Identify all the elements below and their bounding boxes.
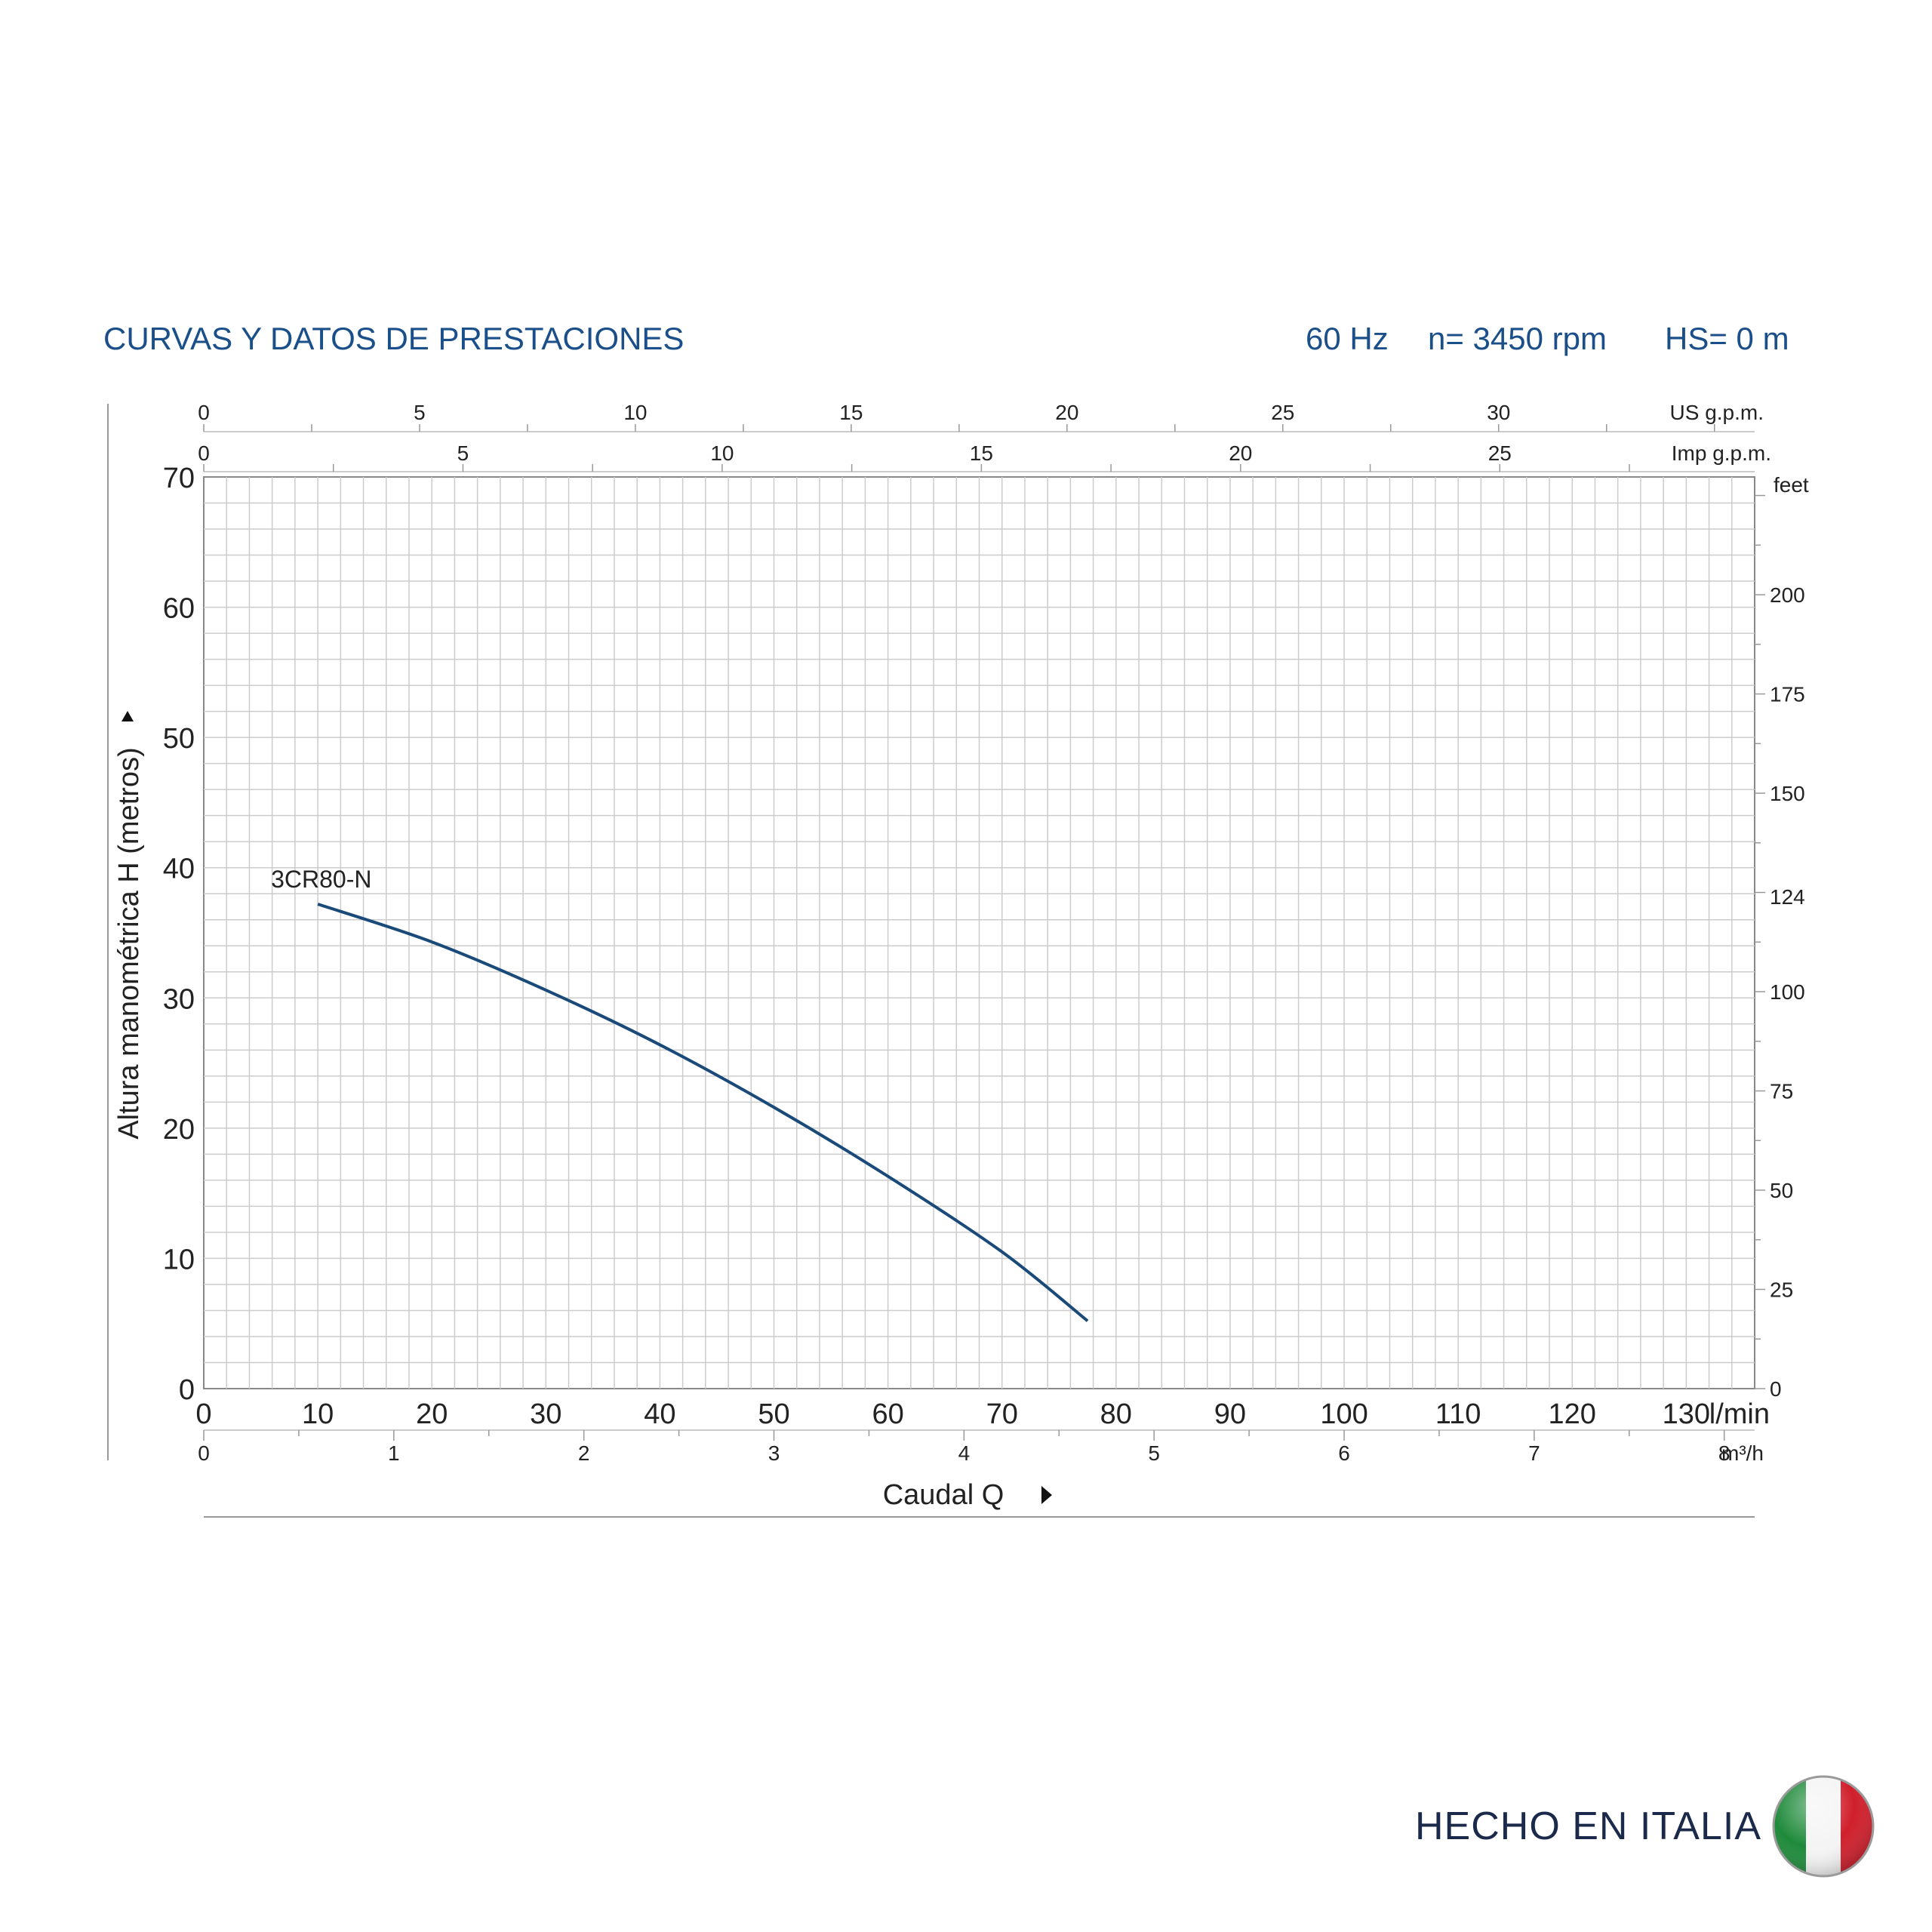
m3h-tick-label: 8 [1718, 1441, 1730, 1465]
m3h-tick-label: 2 [578, 1441, 590, 1465]
feet-tick-label: 150 [1770, 782, 1805, 805]
x-tick-label: 130 [1663, 1398, 1710, 1430]
pump-curve-3cr80-n [317, 903, 1089, 1322]
feet-tick-label: 25 [1770, 1278, 1793, 1302]
y-axis-arrow-icon [122, 711, 134, 721]
us-gpm-tick-label: 25 [1271, 401, 1294, 424]
m3h-unit-label: m³/h [1721, 1441, 1764, 1465]
us-gpm-tick-label: 5 [414, 401, 426, 424]
us-gpm-tick-label: 10 [623, 401, 647, 424]
imp-gpm-tick-label: 0 [198, 441, 210, 465]
imp-gpm-tick-label: 25 [1488, 441, 1512, 465]
y-tick-label: 20 [163, 1114, 195, 1146]
x-tick-label: 80 [1100, 1398, 1132, 1430]
feet-tick-label: 175 [1770, 683, 1805, 706]
italy-flag-icon [1772, 1775, 1875, 1878]
m3h-tick-label: 4 [958, 1441, 971, 1465]
x-axis-arrow-icon [1041, 1486, 1052, 1504]
speed-label: n= 3450 rpm [1428, 321, 1607, 356]
x-tick-label: 40 [644, 1398, 675, 1430]
y-tick-label: 30 [163, 983, 195, 1015]
x-axis-title: Caudal Q [883, 1479, 1004, 1511]
y-tick-label: 0 [179, 1374, 195, 1406]
m3h-tick-label: 1 [388, 1441, 400, 1465]
feet-tick-label: 100 [1770, 980, 1805, 1004]
x-tick-label: 0 [195, 1398, 211, 1430]
x-tick-label: 50 [758, 1398, 789, 1430]
x-tick-label: 30 [530, 1398, 561, 1430]
x-tick-label: 60 [872, 1398, 903, 1430]
feet-unit-label: feet [1774, 473, 1809, 497]
y-tick-label: 70 [163, 463, 195, 494]
feet-tick-label: 75 [1770, 1080, 1793, 1103]
x-tick-label: 10 [302, 1398, 334, 1430]
y-tick-label: 10 [163, 1244, 195, 1275]
imp-gpm-unit-label: Imp g.p.m. [1672, 441, 1771, 465]
x-tick-label: 110 [1435, 1398, 1481, 1430]
y-tick-label: 40 [163, 854, 195, 885]
made-in-label: HECHO EN ITALIA [1415, 1804, 1762, 1848]
us-gpm-unit-label: US g.p.m. [1670, 401, 1764, 424]
feet-tick-label: 200 [1770, 583, 1805, 607]
us-gpm-tick-label: 30 [1487, 401, 1510, 424]
m3h-tick-label: 3 [768, 1441, 780, 1465]
y-tick-label: 50 [163, 723, 195, 755]
m3h-tick-label: 5 [1148, 1441, 1160, 1465]
x-tick-label: 20 [416, 1398, 448, 1430]
m3h-tick-label: 0 [198, 1441, 210, 1465]
imp-gpm-tick-label: 20 [1229, 441, 1252, 465]
x-tick-label: 120 [1549, 1398, 1596, 1430]
suction-head-label: HS= 0 m [1665, 321, 1789, 356]
imp-gpm-tick-label: 10 [710, 441, 734, 465]
feet-tick-label: 124 [1770, 885, 1805, 909]
x-tick-label: 90 [1214, 1398, 1246, 1430]
us-gpm-tick-label: 0 [198, 401, 210, 424]
imp-gpm-tick-label: 15 [970, 441, 993, 465]
chart-title: CURVAS Y DATOS DE PRESTACIONES [103, 321, 685, 356]
us-gpm-tick-label: 15 [839, 401, 863, 424]
us-gpm-tick-label: 20 [1055, 401, 1078, 424]
frequency-label: 60 Hz [1306, 321, 1389, 356]
y-axis-title: Altura manométrica H (metros) [113, 747, 145, 1139]
y-tick-label: 60 [163, 593, 195, 625]
x-tick-label: 100 [1320, 1398, 1367, 1430]
x-unit-label: l/min [1709, 1398, 1770, 1430]
m3h-tick-label: 7 [1528, 1441, 1540, 1465]
m3h-tick-label: 6 [1338, 1441, 1350, 1465]
feet-tick-label: 0 [1770, 1377, 1782, 1401]
feet-tick-label: 50 [1770, 1179, 1793, 1202]
series-label-3cr80-n: 3CR80-N [271, 866, 371, 893]
imp-gpm-tick-label: 5 [457, 441, 469, 465]
x-tick-label: 70 [986, 1398, 1018, 1430]
